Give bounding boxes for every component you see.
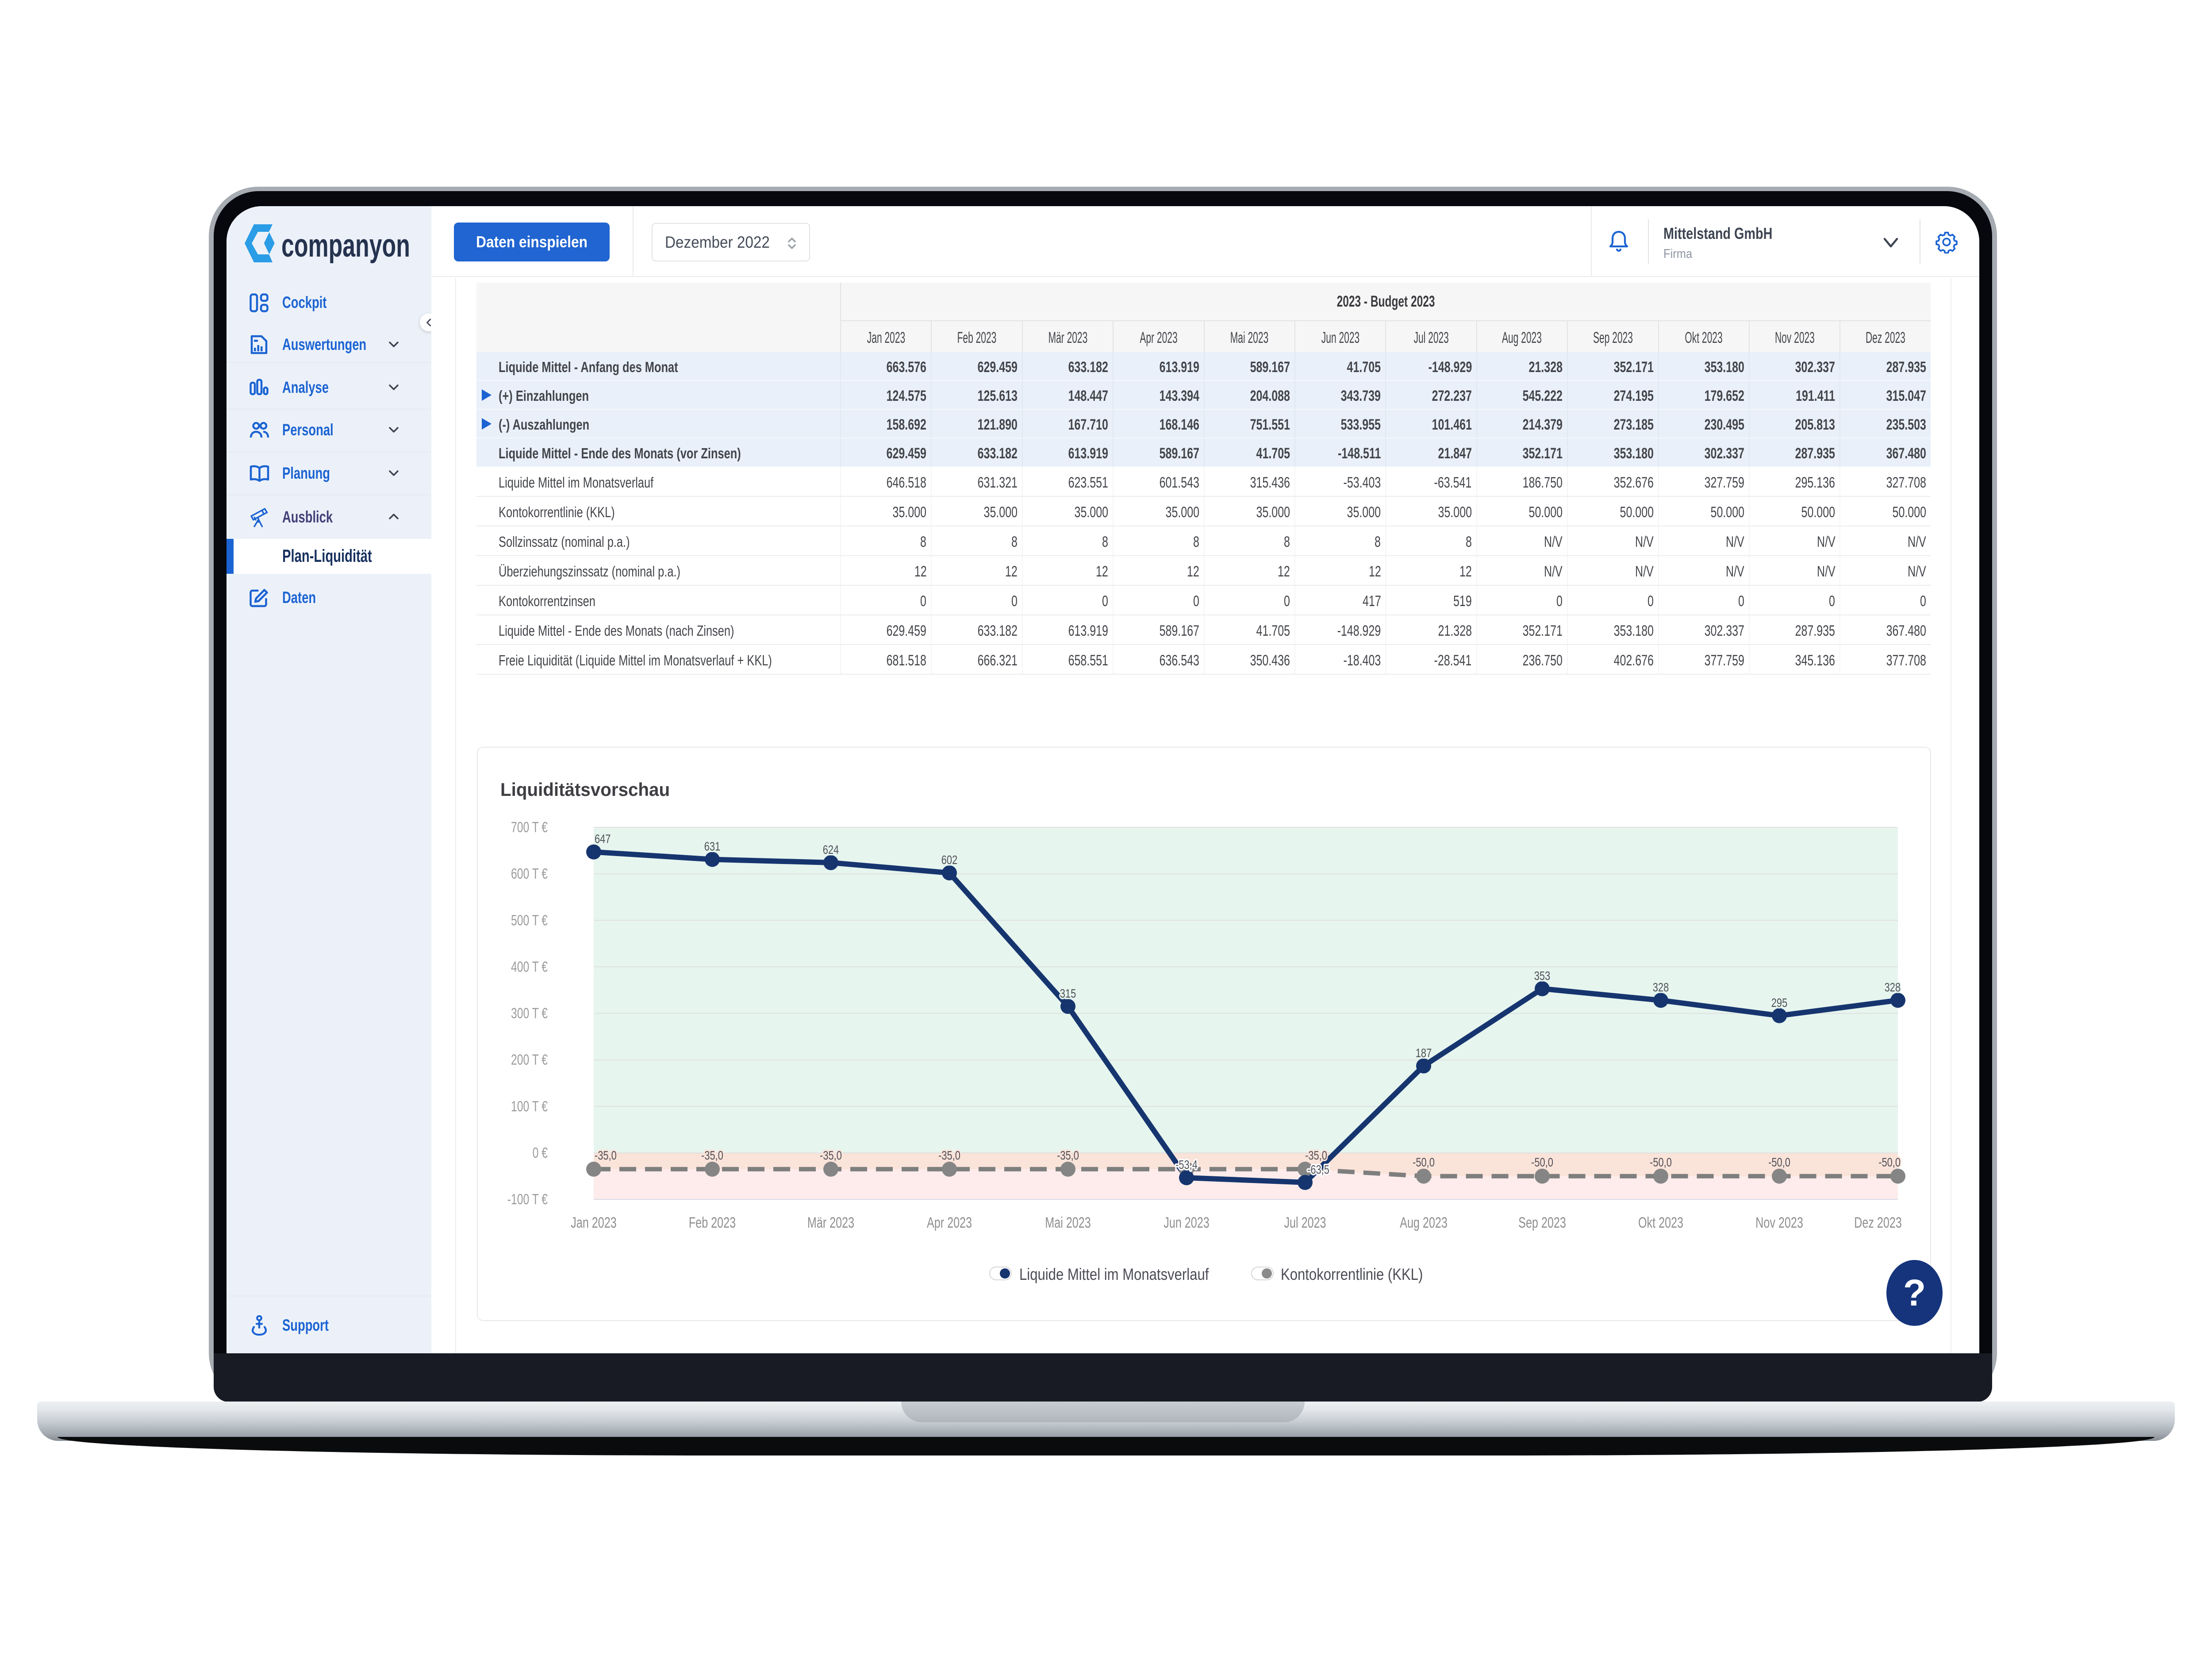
svg-text:-50,0: -50,0 [1878,1156,1901,1169]
svg-text:Apr 2023: Apr 2023 [927,1214,972,1231]
svg-text:-53,4: -53,4 [1175,1158,1198,1172]
svg-text:Mär 2023: Mär 2023 [807,1214,854,1231]
svg-text:-50,0: -50,0 [1650,1156,1672,1169]
svg-text:328: 328 [1653,981,1669,995]
svg-text:300 T €: 300 T € [511,1006,548,1022]
svg-text:631: 631 [704,840,720,853]
svg-text:-50,0: -50,0 [1531,1156,1553,1169]
svg-text:Jun 2023: Jun 2023 [1164,1214,1209,1231]
svg-text:Mai 2023: Mai 2023 [1045,1214,1091,1231]
svg-text:100 T €: 100 T € [511,1099,548,1115]
svg-text:Aug 2023: Aug 2023 [1400,1214,1448,1231]
svg-text:Jul 2023: Jul 2023 [1284,1214,1326,1231]
svg-text:647: 647 [595,832,611,846]
svg-text:-35,0: -35,0 [820,1148,842,1162]
svg-text:-50,0: -50,0 [1413,1156,1435,1169]
svg-text:Dez 2023: Dez 2023 [1854,1214,1902,1231]
svg-text:-35,0: -35,0 [595,1148,617,1162]
svg-text:353: 353 [1534,969,1550,983]
svg-text:-50,0: -50,0 [1768,1156,1790,1169]
svg-text:602: 602 [941,853,957,867]
svg-text:Okt 2023: Okt 2023 [1638,1214,1683,1231]
svg-text:-35,0: -35,0 [1305,1148,1327,1162]
svg-text:600 T €: 600 T € [511,866,548,882]
svg-text:400 T €: 400 T € [511,959,548,975]
svg-text:700 T €: 700 T € [511,820,548,836]
svg-text:295: 295 [1771,996,1787,1010]
svg-text:-35,0: -35,0 [701,1148,723,1162]
svg-text:500 T €: 500 T € [511,913,548,929]
svg-text:315: 315 [1060,987,1076,1000]
svg-text:Nov 2023: Nov 2023 [1755,1214,1803,1231]
svg-text:Feb 2023: Feb 2023 [689,1214,736,1231]
svg-text:-35,0: -35,0 [938,1148,960,1162]
svg-text:187: 187 [1416,1046,1432,1060]
svg-text:200 T €: 200 T € [511,1052,548,1068]
svg-text:Jan 2023: Jan 2023 [571,1214,616,1231]
svg-text:Sep 2023: Sep 2023 [1518,1214,1566,1231]
svg-text:328: 328 [1885,981,1901,995]
svg-text:-100 T €: -100 T € [507,1192,548,1208]
svg-text:0 €: 0 € [533,1145,548,1161]
svg-text:624: 624 [823,843,839,856]
svg-text:-63,5: -63,5 [1307,1163,1329,1176]
svg-text:-35,0: -35,0 [1057,1148,1079,1162]
